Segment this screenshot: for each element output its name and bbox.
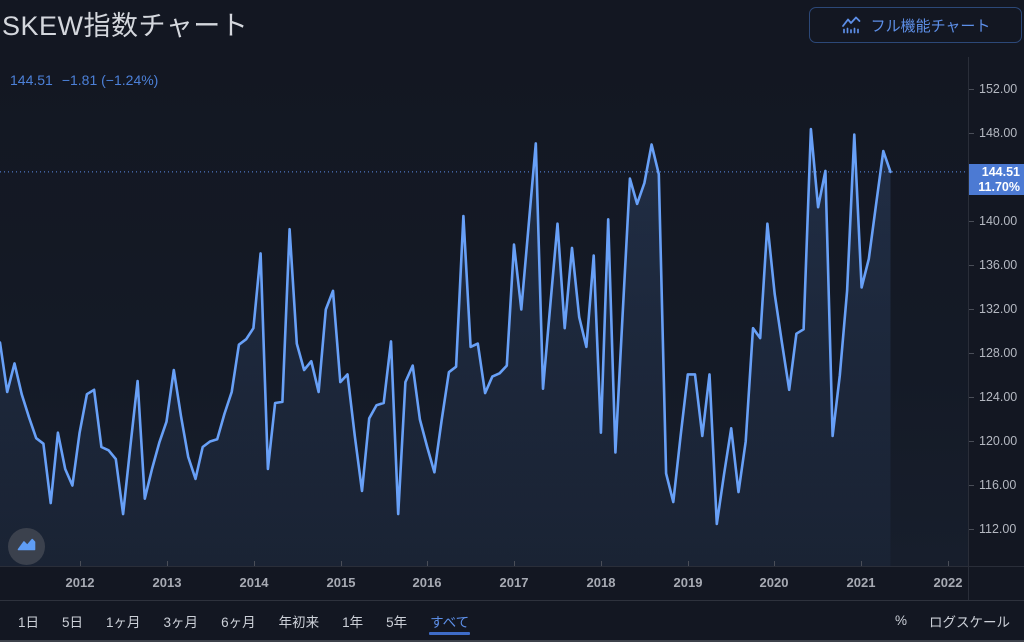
bottom-divider [0,640,1024,642]
year-tick [948,561,949,566]
year-tick [167,561,168,566]
year-label: 2019 [673,575,703,590]
price-tick [969,221,974,222]
range-6m[interactable]: 6ヶ月 [221,614,256,630]
year-label: 2013 [152,575,182,590]
price-axis[interactable]: 152.00 148.00 140.00 136.00 132.00 128.0… [968,57,1024,600]
tradingview-logo-button[interactable] [8,528,45,565]
price-tick [969,441,974,442]
price-axis-label: 152.00 [979,82,1018,96]
price-axis-label: 124.00 [979,390,1018,404]
price-tick [969,133,974,134]
price-axis-label: 140.00 [979,214,1018,228]
last-price: 144.51 [10,72,53,88]
range-1y[interactable]: 1年 [342,614,364,630]
year-label: 2014 [239,575,269,590]
year-label: 2012 [65,575,95,590]
year-label: 2020 [759,575,789,590]
range-5d[interactable]: 5日 [62,614,84,630]
range-toolbar: 1日 5日 1ヶ月 3ヶ月 6ヶ月 年初来 1年 5年 すべて % ログスケール [0,600,1024,640]
price-tick [969,397,974,398]
price-axis-label: 132.00 [979,302,1018,316]
price-axis-label: 112.00 [979,522,1017,536]
current-price-tag: 144.51 11.70% [969,164,1024,195]
current-price-tag-percent: 11.70% [978,180,1020,194]
price-chart[interactable] [0,57,968,566]
full-chart-button-label: フル機能チャート [870,17,991,35]
range-1d[interactable]: 1日 [18,614,40,630]
time-axis-border [0,566,1024,567]
year-label: 2017 [499,575,529,590]
price-tick [969,309,974,310]
price-tick [969,265,974,266]
range-5y[interactable]: 5年 [386,614,408,630]
range-1m[interactable]: 1ヶ月 [106,614,141,630]
price-line [0,127,892,526]
price-tick [969,485,974,486]
price-tick [969,353,974,354]
price-axis-label: 116.00 [979,478,1017,492]
price-info: 144.51 −1.81 (−1.24%) [10,72,158,88]
year-tick [514,561,515,566]
range-buttons: 1日 5日 1ヶ月 3ヶ月 6ヶ月 年初来 1年 5年 すべて [8,607,479,635]
range-ytd[interactable]: 年初来 [278,614,320,630]
year-tick [774,561,775,566]
area-fill [0,129,891,566]
year-tick [861,561,862,566]
area-chart-logo-icon [15,533,38,561]
year-label: 2015 [326,575,356,590]
range-3m[interactable]: 3ヶ月 [163,614,199,630]
year-label: 2022 [933,575,963,590]
price-tick [969,529,974,530]
full-chart-button[interactable]: フル機能チャート [809,7,1022,43]
year-tick [601,561,602,566]
year-label: 2021 [846,575,876,590]
log-scale-toggle[interactable]: ログスケール [929,614,1010,630]
year-label: 2018 [586,575,616,590]
year-tick [427,561,428,566]
price-axis-label: 120.00 [979,434,1018,448]
year-tick [688,561,689,566]
advanced-chart-icon [841,15,862,35]
year-tick [254,561,255,566]
year-label: 2016 [412,575,442,590]
current-price-tag-value: 144.51 [981,165,1020,179]
price-axis-label: 128.00 [979,346,1018,360]
price-change: −1.81 (−1.24%) [61,72,159,88]
year-tick [341,561,342,566]
axis-toggles: % ログスケール [895,611,1010,631]
year-tick [80,561,81,566]
range-all[interactable]: すべて [420,607,479,635]
page-title: SKEW指数チャート [2,11,249,41]
price-axis-label: 136.00 [979,258,1018,272]
price-tick [969,89,974,90]
price-axis-label: 148.00 [979,126,1018,140]
percent-scale-toggle[interactable]: % [894,613,907,628]
